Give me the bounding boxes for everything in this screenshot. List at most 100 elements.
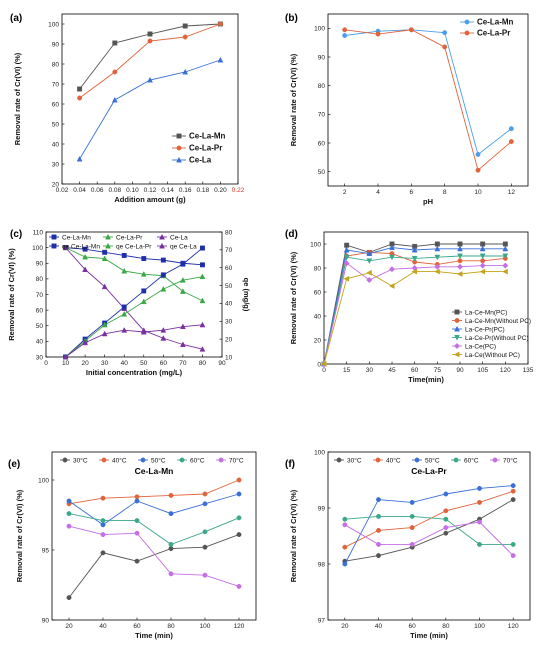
series-ce-la-pr [342,27,514,173]
data-point [168,571,174,577]
y-tick-label: 110 [33,229,44,236]
x-tick-label: 0.02 [56,187,69,194]
y2-tick-label: 20 [225,336,233,343]
data-point [66,511,72,517]
data-point [100,550,106,556]
y2-tick-label: 10 [225,354,233,361]
series-line [344,499,514,562]
data-point [236,491,242,497]
x-axis-label: pH [423,197,433,206]
y-tick-label: 80 [36,276,44,283]
data-point [343,260,350,267]
data-point [508,139,514,145]
data-point [77,86,83,92]
legend-label: 40°C [386,457,401,465]
data-point [100,522,106,528]
data-point [66,523,72,529]
legend-label: La-Ce-Mn(Without PC) [465,318,531,325]
data-point [168,546,174,552]
series-line [65,276,203,358]
legend-marker [453,342,461,350]
data-point [66,498,72,504]
legend-label: La-Ce-Pr(PC) [465,327,505,334]
x-tick-label: 10 [474,189,482,196]
legend-label: qe Ce-La-Mn [62,244,100,251]
series-ce-la-pr [62,244,206,304]
series-line [68,493,240,526]
data-point [82,246,88,252]
x-tick-label: 0.22 [232,187,245,194]
x-tick-label: 60 [411,367,419,374]
data-point [199,346,206,352]
x-axis-label: Time(min) [408,375,444,384]
data-point [456,271,463,277]
legend-marker [159,242,165,249]
x-tick-label: 0.18 [196,187,209,194]
y-tick-label: 95 [42,547,50,554]
data-point [434,268,440,275]
data-point [475,167,481,173]
legend-label: La-Ce(PC) [465,344,496,351]
data-point [202,529,208,535]
data-point [388,266,396,273]
y2-tick-label: 50 [225,283,233,290]
data-point [475,152,481,157]
legend-marker [464,19,470,25]
panel-label: (e) [8,459,20,470]
y-tick-label: 100 [38,477,49,484]
x-axis-label: Time (min) [410,631,448,640]
y-tick-label: 50 [52,121,60,128]
x-tick-label: 20 [341,623,349,630]
y-axis-label: Removal rate of Cr(VI) (%) [7,248,16,341]
legend: La-Ce-Mn(PC)La-Ce-Mn(Without PC) La-Ce-Pr… [452,309,531,359]
legend-marker [454,325,460,332]
data-point [76,155,83,162]
y2-tick-label: 30 [225,319,233,326]
data-point [457,241,463,247]
x-tick-label: 75 [434,367,442,374]
y-tick-label: 50 [36,323,44,330]
data-point [182,23,188,29]
y2-tick-label: 60 [225,265,233,272]
data-point [510,488,516,494]
legend-marker [454,309,460,315]
y-tick-label: 98 [318,561,326,568]
data-point [344,242,350,248]
legend-marker [492,457,498,463]
data-point [202,572,208,578]
y-tick-label: 50 [318,169,326,176]
x-tick-label: 0.10 [126,187,139,194]
panel-label: (c) [10,229,22,240]
data-point [100,518,106,524]
x-tick-label: 10 [62,360,70,367]
y-tick-label: 90 [42,617,50,624]
legend: 30°C 40°C 50°C 60°C 70°C [60,457,244,465]
legend: 30°C 40°C 50°C 60°C 70°C [334,457,518,465]
data-point [320,361,327,367]
data-point [62,353,69,360]
data-point [502,241,508,247]
legend-marker [105,233,111,240]
y-tick-label: 100 [48,21,59,28]
data-point [66,595,72,601]
series-line [344,29,512,156]
legend-label: Ce-La-Pr [189,144,222,153]
data-point [389,254,395,261]
y2-axis-label: qe (mg/g) [242,278,251,312]
legend: Ce-La-Mn Ce-La-Pr Ce-La [172,132,226,165]
data-point [199,262,205,268]
y-tick-label: 70 [52,81,60,88]
y-tick-label: 40 [52,141,60,148]
data-point [480,258,486,264]
data-point [443,516,449,522]
series-30-c [342,497,516,564]
data-point [366,258,373,264]
series-30-c [66,532,242,601]
y-tick-label: 20 [52,181,60,188]
data-point [236,515,242,521]
data-point [236,583,242,589]
x-tick-label: 120 [234,623,245,630]
y-tick-label: 40 [36,339,44,346]
data-point [434,263,441,270]
